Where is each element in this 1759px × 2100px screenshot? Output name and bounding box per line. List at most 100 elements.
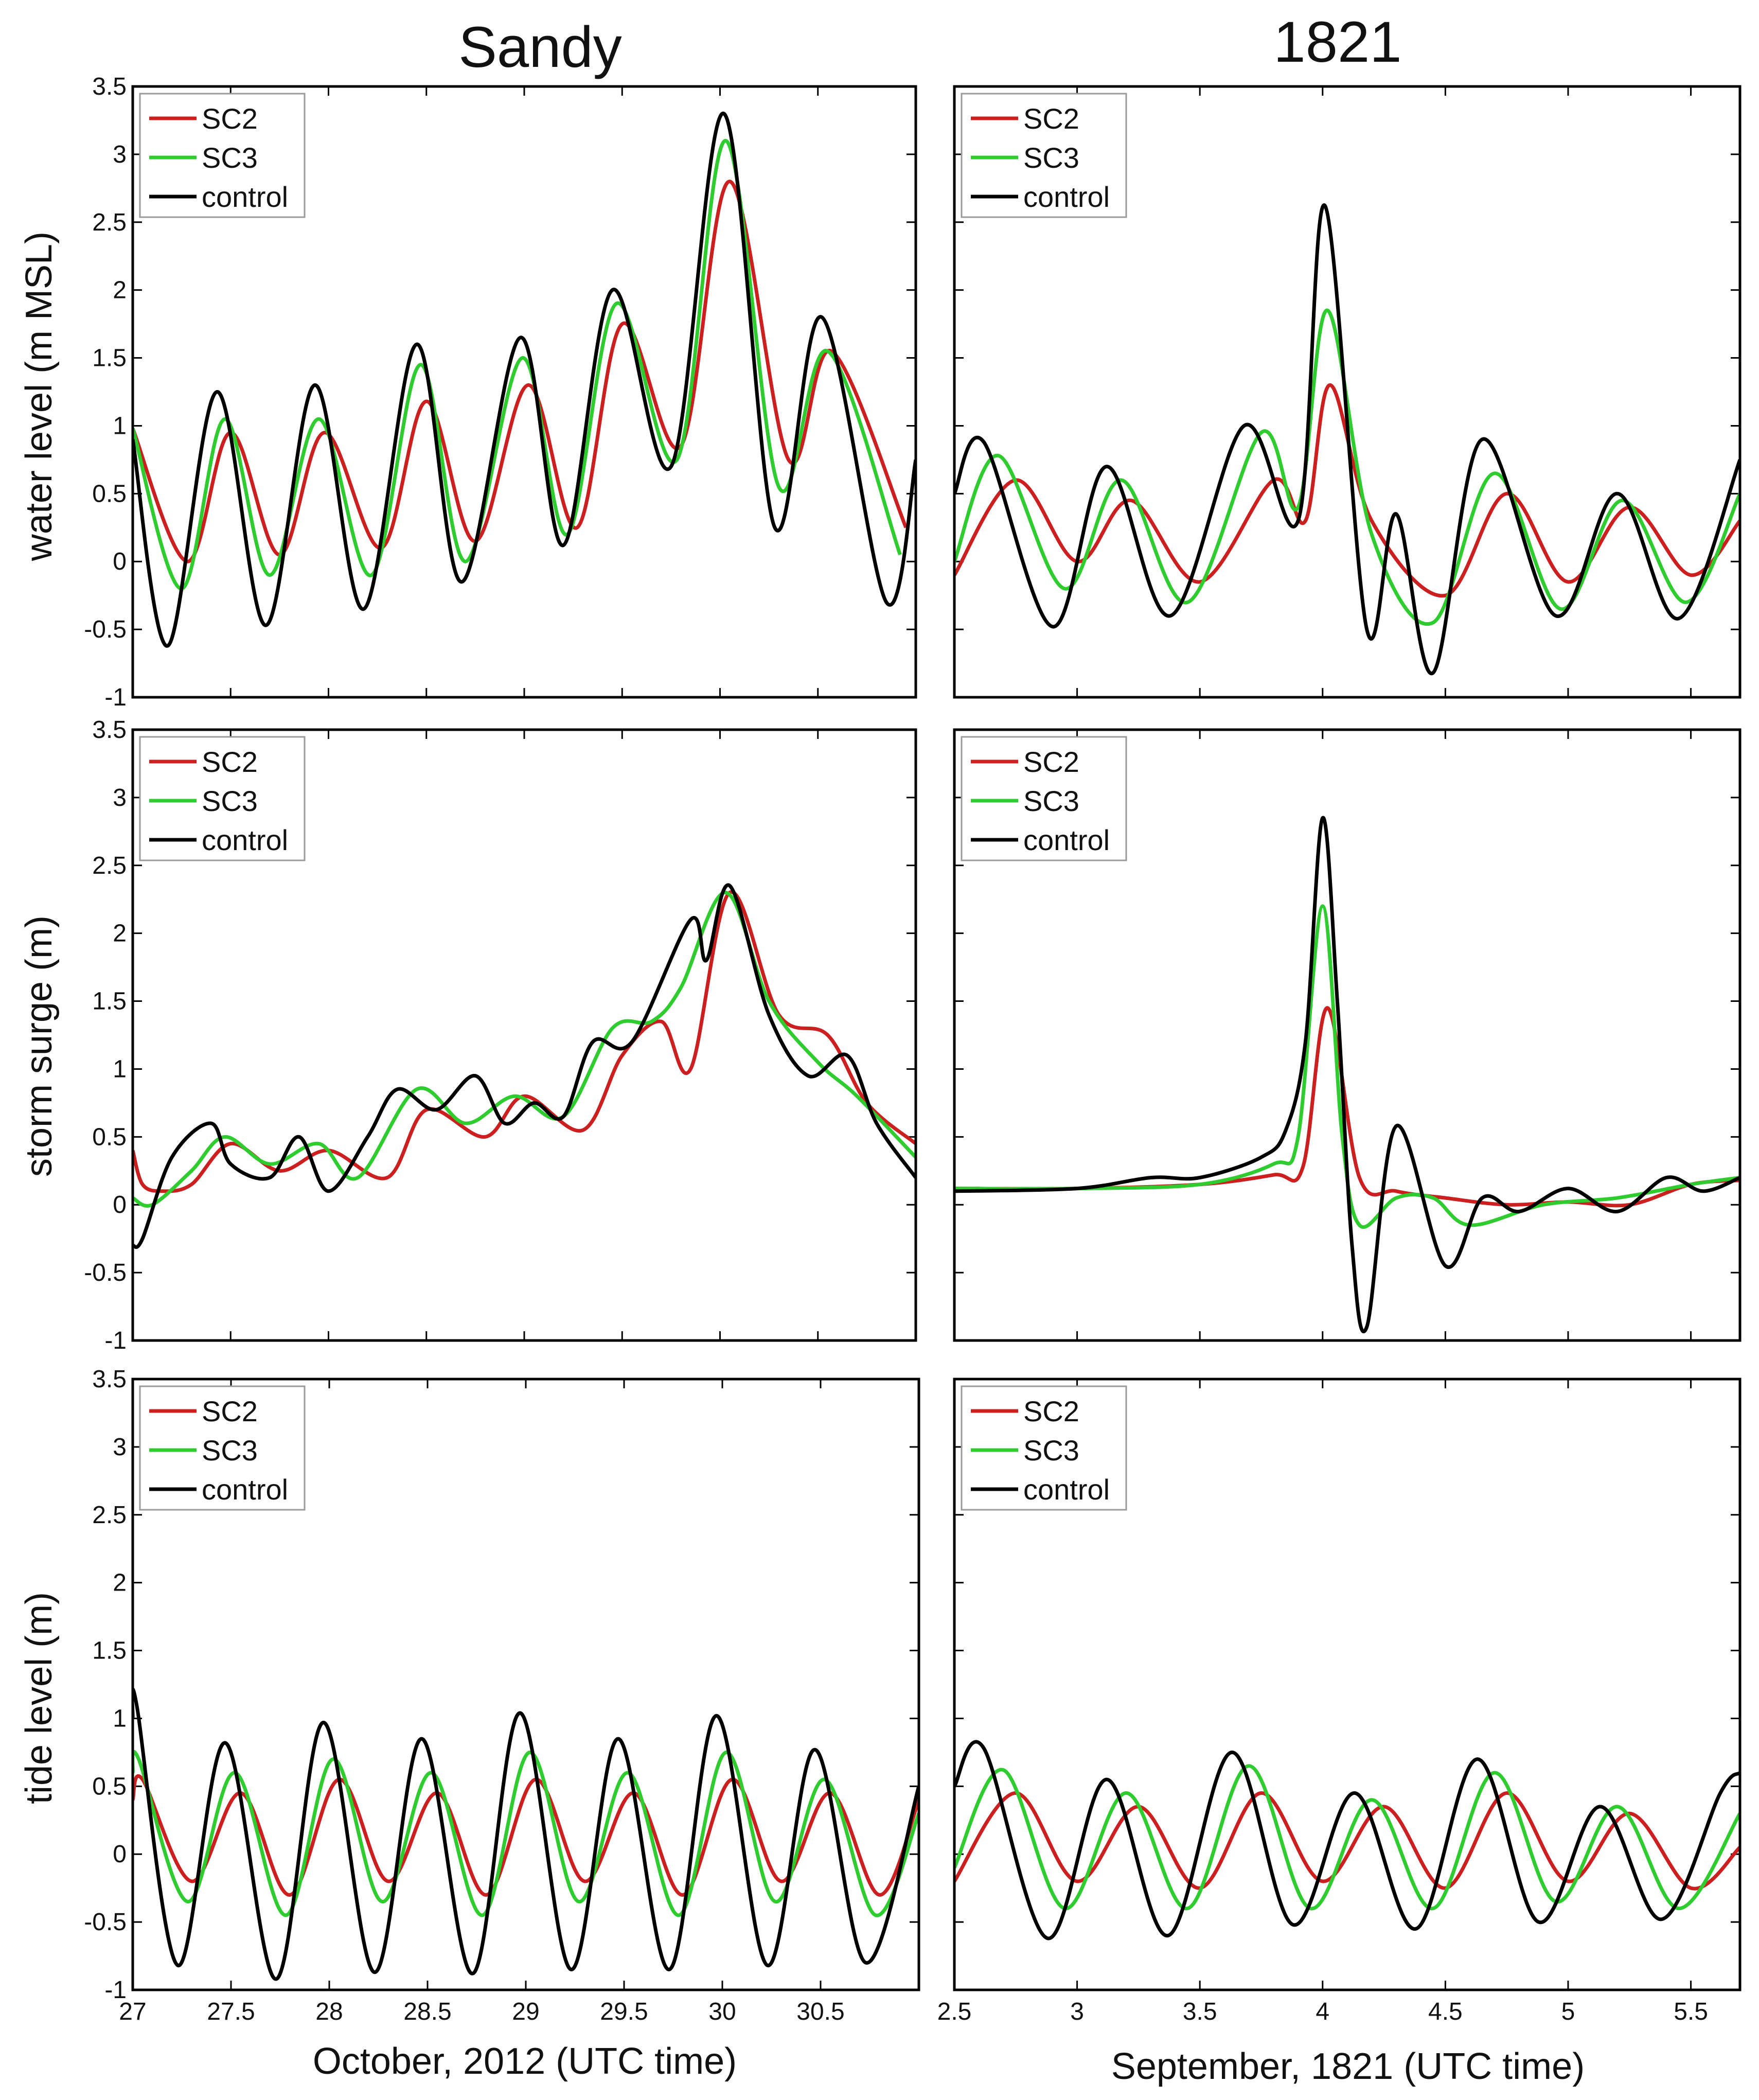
xlabel-1821: September, 1821 (UTC time): [1111, 2046, 1585, 2087]
y-tick-label: 1.5: [92, 988, 127, 1015]
series-sc3-line: [133, 1750, 919, 1917]
series-sc3-line: [133, 139, 902, 591]
series-control-line: [954, 816, 1740, 1333]
legend-label-control: control: [202, 824, 288, 856]
x-tick-label: 30: [708, 1998, 736, 2025]
y-tick-label: 0.5: [92, 480, 127, 507]
x-tick-label: 5: [1561, 1998, 1575, 2025]
series-control-line: [954, 203, 1740, 676]
legend-label-sc3: SC3: [202, 1434, 258, 1467]
legend-label-sc3: SC3: [1023, 142, 1079, 174]
series-group: [954, 816, 1740, 1333]
x-tick-label: 4.5: [1428, 1998, 1463, 2025]
panel-3: -1 -0.5 0 0.5 1 1.5 2 2.5 3 3.5 SC2 SC3 control: [84, 716, 917, 1354]
legend-label-sc2: SC2: [1023, 746, 1079, 778]
legend-label-control: control: [1023, 1473, 1110, 1506]
series-sc2-line: [133, 180, 908, 563]
y-tick-label: 2.5: [92, 209, 127, 236]
xlabel-sandy: October, 2012 (UTC time): [313, 2041, 737, 2082]
y-tick-label: 0: [113, 1841, 127, 1868]
legend-label-sc2: SC2: [1023, 1395, 1079, 1427]
legend: SC2 SC3 control: [961, 736, 1127, 861]
y-tick-label: 0: [113, 1191, 127, 1219]
y-tick-label: 1: [113, 1705, 127, 1732]
axes-frame: [953, 1378, 1742, 1991]
x-tick-label: 28.5: [403, 1998, 451, 2025]
series-sc2-line: [954, 1791, 1740, 1891]
ylabel-tide-level: tide level (m): [19, 1592, 60, 1804]
legend-label-control: control: [1023, 824, 1110, 856]
column-title-sandy: Sandy: [458, 15, 622, 79]
series-group: [954, 1740, 1740, 1940]
series-sc3-line: [954, 1764, 1740, 1911]
y-tick-label: 0: [113, 548, 127, 575]
legend: SC2 SC3 control: [139, 1385, 306, 1511]
series-control-line: [954, 1740, 1740, 1940]
x-tick-label: 30.5: [796, 1998, 844, 2025]
y-tick-label: 2.5: [92, 1502, 127, 1529]
y-tick-label: 3.5: [92, 1366, 127, 1393]
panel-2: SC2 SC3 control: [953, 85, 1742, 699]
axes-frame: [953, 85, 1742, 699]
y-tick-label: 2: [113, 277, 127, 304]
axes-frame: [131, 1378, 920, 1991]
legend-label-sc3: SC3: [202, 142, 258, 174]
y-tick-label: 1.5: [92, 345, 127, 372]
axes-frame: [131, 85, 917, 699]
legend-label-control: control: [202, 181, 288, 213]
series-control-line: [133, 112, 916, 648]
series-group: [133, 1687, 919, 1981]
y-tick-label: 3: [113, 784, 127, 811]
legend: SC2 SC3 control: [139, 736, 306, 861]
y-tick-label: 3.5: [92, 73, 127, 100]
y-tick-label: -0.5: [84, 1909, 127, 1936]
x-tick-label: 3.5: [1183, 1998, 1217, 2025]
x-tick-label: 27: [119, 1998, 146, 2025]
legend-label-sc2: SC2: [202, 1395, 258, 1427]
series-group: [954, 203, 1740, 676]
ylabel-water-level: water level (m MSL): [19, 232, 60, 561]
ylabel-storm-surge: storm surge (m): [19, 915, 60, 1177]
x-tick-label: 27.5: [207, 1998, 255, 2025]
legend-label-sc2: SC2: [202, 746, 258, 778]
series-sc3-line: [133, 891, 916, 1208]
legend-label-sc3: SC3: [202, 785, 258, 817]
legend-label-sc2: SC2: [202, 102, 258, 135]
series-control-line: [133, 883, 916, 1249]
x-tick-label: 4: [1316, 1998, 1329, 2025]
series-group: [133, 112, 916, 648]
x-tick-label: 5.5: [1674, 1998, 1708, 2025]
legend-label-sc3: SC3: [1023, 785, 1079, 817]
y-tick-label: -0.5: [84, 616, 127, 643]
y-tick-label: 3.5: [92, 716, 127, 744]
panel-1: -1 -0.5 0 0.5 1 1.5 2 2.5 3 3.5 SC2 SC3 control: [84, 73, 917, 711]
axes-frame: [131, 728, 917, 1342]
y-tick-label: -0.5: [84, 1259, 127, 1286]
axes-frame: [953, 728, 1742, 1342]
y-tick-label: 3: [113, 1434, 127, 1461]
x-tick-label: 3: [1070, 1998, 1084, 2025]
panel-6: 2.5 3 3.5 4 4.5 5 5.5 SC2 SC3 control: [937, 1378, 1742, 2025]
legend: SC2 SC3 control: [139, 93, 306, 218]
legend-label-control: control: [202, 1473, 288, 1506]
x-tick-label: 2.5: [937, 1998, 972, 2025]
series-group: [133, 883, 916, 1249]
y-tick-label: 2: [113, 920, 127, 947]
legend: SC2 SC3 control: [961, 1385, 1127, 1511]
legend-label-control: control: [1023, 181, 1110, 213]
y-tick-label: -1: [104, 1977, 127, 2004]
y-tick-label: 1: [113, 412, 127, 439]
y-tick-label: 2: [113, 1569, 127, 1597]
y-tick-label: 2.5: [92, 852, 127, 879]
x-tick-label: 28: [315, 1998, 343, 2025]
y-tick-label: 1.5: [92, 1637, 127, 1665]
series-sc3-line: [954, 904, 1740, 1229]
panel-4: SC2 SC3 control: [953, 728, 1742, 1342]
legend: SC2 SC3 control: [961, 93, 1127, 218]
legend-label-sc3: SC3: [1023, 1434, 1079, 1467]
y-tick-label: 3: [113, 141, 127, 168]
column-title-1821: 1821: [1273, 10, 1401, 74]
series-control-line: [133, 1687, 919, 1981]
x-tick-label: 29: [512, 1998, 539, 2025]
